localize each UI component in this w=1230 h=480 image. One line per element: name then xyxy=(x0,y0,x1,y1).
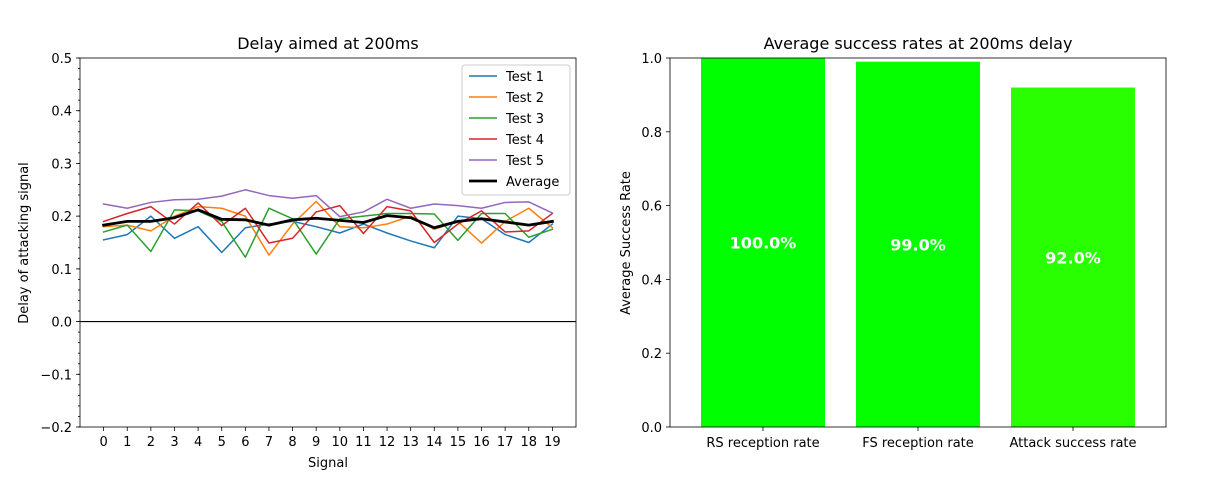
series-line xyxy=(102,208,554,230)
x-tick-label: FS reception rate xyxy=(862,436,974,451)
plot-frame xyxy=(669,57,1167,428)
x-tick-label: 1 xyxy=(123,435,131,450)
x-tick-label: 16 xyxy=(473,435,490,450)
y-tick-label: 0.4 xyxy=(641,273,662,288)
y-tick-label: 0.8 xyxy=(641,126,662,141)
x-tick-label: 0 xyxy=(99,435,107,450)
x-tick-label: 7 xyxy=(265,435,273,450)
legend-label: Test 4 xyxy=(505,133,544,148)
y-tick-label: 0.2 xyxy=(641,347,662,362)
series-line xyxy=(102,200,554,256)
legend-label: Test 3 xyxy=(505,112,544,127)
legend-label: Average xyxy=(506,175,559,190)
x-tick-label: 10 xyxy=(332,435,349,450)
bar-value-label: 92.0% xyxy=(1045,248,1101,267)
plot-frame xyxy=(79,57,577,428)
line-plot-area: −0.2−0.10.00.10.20.30.40.50 1 2 3 4 5 6 7 8 9 10 11… xyxy=(40,52,577,450)
bar-value-label: 99.0% xyxy=(890,235,946,254)
x-tick-label: 2 xyxy=(147,435,155,450)
y-tick-label: −0.1 xyxy=(40,368,72,383)
line-chart: Delay aimed at 200ms Signal Delay of att… xyxy=(17,34,577,471)
y-tick-label: 0.3 xyxy=(51,157,72,172)
y-tick-label: 0.1 xyxy=(51,263,72,278)
x-tick-label: 6 xyxy=(241,435,249,450)
bar-chart-ylabel: Average Success Rate xyxy=(619,171,634,315)
legend-label: Test 1 xyxy=(505,70,544,85)
x-tick-label: 12 xyxy=(379,435,396,450)
bar xyxy=(701,58,825,427)
y-tick-label: 1.0 xyxy=(641,52,662,67)
x-tick-label: 4 xyxy=(194,435,202,450)
y-tick-label: 0.6 xyxy=(641,200,662,215)
bar-chart-title: Average success rates at 200ms delay xyxy=(764,34,1073,53)
x-tick-label: 19 xyxy=(544,435,561,450)
bar-value-label: 100.0% xyxy=(730,234,797,253)
y-tick-label: 0.5 xyxy=(51,52,72,67)
x-tick-label: Attack success rate xyxy=(1009,436,1136,451)
y-tick-label: 0.0 xyxy=(51,316,72,331)
y-tick-label: 0.0 xyxy=(641,421,662,436)
x-tick-label: RS reception rate xyxy=(706,436,819,451)
y-tick-label: 0.2 xyxy=(51,210,72,225)
bar xyxy=(1011,87,1135,428)
series-line xyxy=(102,202,554,244)
x-tick-label: 15 xyxy=(450,435,467,450)
x-tick-label: 13 xyxy=(402,435,419,450)
series-line xyxy=(102,189,554,218)
legend-label: Test 5 xyxy=(505,154,544,169)
line-chart-title: Delay aimed at 200ms xyxy=(237,34,419,53)
x-tick-label: 18 xyxy=(520,435,537,450)
y-tick-label: −0.2 xyxy=(40,421,72,436)
line-chart-xlabel: Signal xyxy=(308,456,348,471)
legend: Test 1 Test 2 Test 3 Test 4 Test 5 Average xyxy=(461,64,571,196)
x-tick-label: 8 xyxy=(288,435,296,450)
x-tick-label: 9 xyxy=(312,435,320,450)
y-tick-label: 0.4 xyxy=(51,105,72,120)
series-line xyxy=(102,207,554,259)
legend-label: Test 2 xyxy=(505,91,544,106)
bar-plot-area: 0.0 0.2 0.4 0.6 0.8 1.0 100.0% RS reception rat… xyxy=(641,52,1167,451)
x-tick-label: 11 xyxy=(355,435,372,450)
bar-chart: Average success rates at 200ms delay Ave… xyxy=(619,34,1167,451)
x-tick-label: 14 xyxy=(426,435,443,450)
x-tick-label: 5 xyxy=(218,435,226,450)
bar xyxy=(856,61,980,427)
x-tick-label: 17 xyxy=(497,435,514,450)
x-tick-label: 3 xyxy=(170,435,178,450)
line-chart-ylabel: Delay of attacking signal xyxy=(17,162,32,324)
